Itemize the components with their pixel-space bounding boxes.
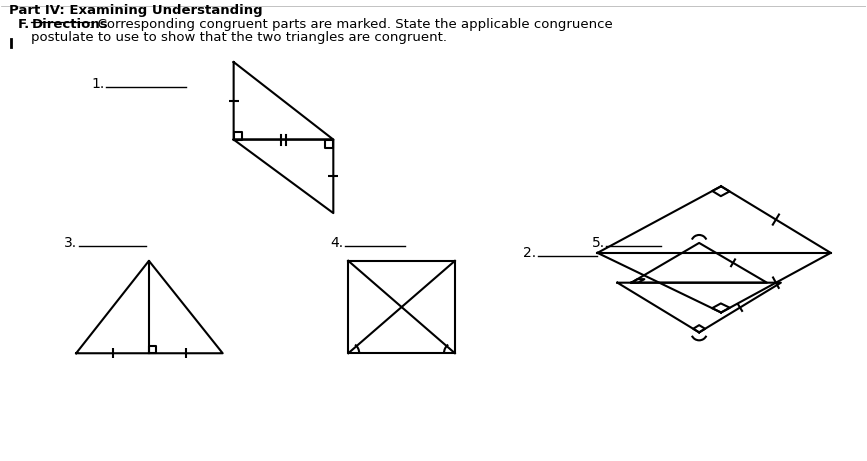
Text: 4.: 4. [330, 236, 343, 250]
Text: 3.: 3. [64, 236, 77, 250]
Text: 5.: 5. [591, 236, 604, 250]
Text: : Corresponding congruent parts are marked. State the applicable congruence: : Corresponding congruent parts are mark… [89, 18, 613, 31]
Text: Directions: Directions [31, 18, 108, 31]
Text: postulate to use to show that the two triangles are congruent.: postulate to use to show that the two tr… [31, 31, 447, 44]
Text: 2.: 2. [523, 246, 536, 260]
Text: F.: F. [17, 18, 29, 31]
Text: 1.: 1. [91, 77, 104, 91]
Text: Part IV: Examining Understanding: Part IV: Examining Understanding [10, 4, 263, 18]
